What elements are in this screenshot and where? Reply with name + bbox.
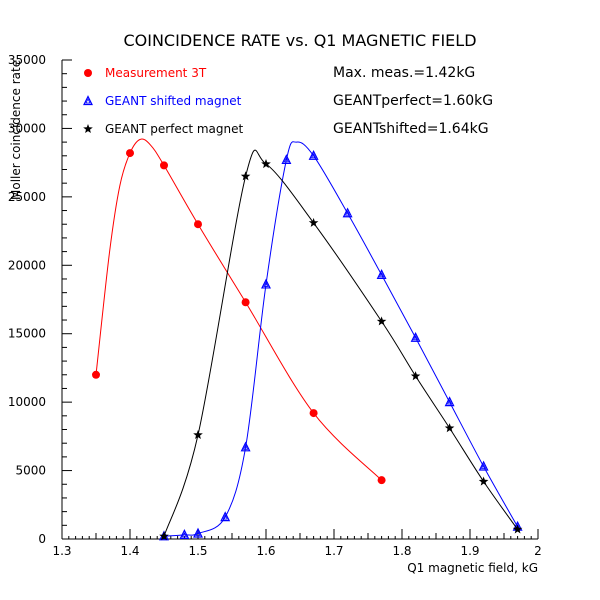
y-tick-label: 15000 [8,327,46,341]
triangle-inner [85,98,91,104]
triangle-inner [195,530,201,536]
data-point [194,220,202,229]
series-line [163,141,519,537]
legend-entry: GEANT shifted magnet [105,94,242,108]
data-point [410,371,421,381]
series-0 [92,138,386,485]
triangle-inner [412,334,419,341]
data-point [376,269,387,279]
x-tick-label: 1.7 [324,544,343,558]
x-tick-label: 1.3 [52,544,71,558]
plot-area: 1.3 1.4 1.5 1.6 1.7 1.8 1.9 2 0 5000 10000 15000 200… [8,53,542,558]
data-point [92,370,100,379]
data-point [126,149,134,158]
data-point [377,476,386,485]
data-point [220,511,231,522]
data-point [342,207,353,218]
triangle-outer [308,149,319,160]
legend-marker [83,95,93,106]
data-point [410,331,421,342]
data-point [444,396,455,407]
triangle-inner [310,152,317,159]
data-point [241,298,250,307]
x-tick-label: 1.9 [460,544,479,558]
data-point [444,423,455,433]
triangle-inner [181,531,188,538]
data-point [240,441,251,452]
y-tick-label: 35000 [8,53,46,67]
triangle-inner [344,210,351,216]
triangle-inner [222,514,228,520]
triangle-inner [480,463,487,469]
x-tick-label: 1.4 [120,544,139,558]
triangle-outer [342,207,353,218]
annotations: Max. meas.=1.42kG GEANTperfect=1.60kG GEAN… [333,65,493,137]
x-tick-label: 2 [534,544,542,558]
legend: Measurement 3T GEANT shifted magnet GEANT … [83,66,244,136]
series-line [95,138,382,481]
data-point [512,524,523,534]
data-point [281,154,292,165]
data-point [193,527,203,538]
x-tick-label: 1.5 [188,544,207,558]
data-point [159,531,169,541]
legend-entry: Measurement 3T [105,66,207,80]
y-tick-label: 30000 [8,121,46,135]
series-2 [159,149,523,541]
triangle-inner [242,444,249,450]
data-point [308,217,319,227]
annotation-text: GEANTshifted=1.64kG [333,121,489,137]
y-tick-label: 0 [38,532,46,546]
data-point [193,430,203,439]
triangle-outer [376,269,387,279]
triangle-inner [446,399,453,405]
triangle-inner [283,157,290,163]
data-point [309,409,318,418]
triangle-outer [193,527,203,538]
data-point [376,316,387,326]
data-point [261,278,271,289]
y-tick-label: 10000 [8,395,46,409]
chart-title: COINCIDENCE RATE vs. Q1 MAGNETIC FIELD [123,31,476,50]
legend-marker [84,69,92,77]
triangle-outer [281,154,292,165]
triangle-outer [83,95,93,106]
triangle-outer [220,511,231,522]
y-tick-label: 5000 [15,464,46,478]
triangle-outer [261,278,271,289]
data-point [261,159,271,169]
data-point [478,460,489,471]
triangle-inner [378,271,385,278]
y-axis-label: Moller coincidence rate [9,60,23,200]
annotation-text: Max. meas.=1.42kG [333,65,475,81]
data-point [478,476,489,486]
data-point [179,529,190,539]
triangle-inner [263,281,269,287]
data-point [160,161,168,170]
annotation-text: GEANTperfect=1.60kG [333,93,493,109]
data-point [240,171,251,181]
triangle-outer [478,460,489,471]
triangle-outer [410,331,421,342]
triangle-outer [179,529,190,539]
x-tick-label: 1.8 [392,544,411,558]
x-tick-label: 1.6 [256,544,275,558]
data-point [308,149,319,160]
triangle-outer [444,396,455,407]
y-tick-label: 20000 [8,258,46,272]
triangle-outer [240,441,251,452]
legend-entry: GEANT perfect magnet [105,122,244,136]
y-tick-label: 25000 [8,190,46,204]
legend-marker [83,124,93,133]
x-axis-label: Q1 magnetic field, kG [407,561,538,575]
